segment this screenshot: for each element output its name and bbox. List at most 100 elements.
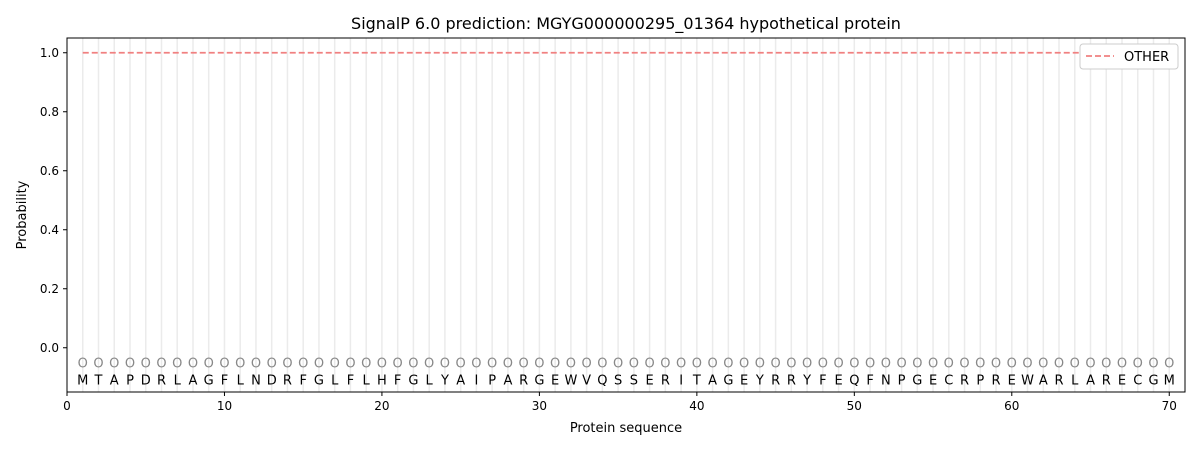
- region-label: O: [78, 357, 88, 372]
- x-tick-label: 30: [532, 399, 547, 413]
- residue-label: C: [944, 373, 953, 388]
- residue-label: E: [1118, 373, 1126, 388]
- region-label: O: [991, 357, 1001, 372]
- residue-label: L: [363, 373, 371, 388]
- region-label: O: [755, 357, 765, 372]
- residue-label: G: [534, 373, 544, 388]
- residue-label: L: [237, 373, 245, 388]
- region-label: O: [330, 357, 340, 372]
- region-label: O: [802, 357, 812, 372]
- region-label: O: [235, 357, 245, 372]
- residue-label: W: [564, 373, 577, 388]
- region-label: O: [770, 357, 780, 372]
- region-label: O: [503, 357, 513, 372]
- residue-label: N: [251, 373, 261, 388]
- residue-label: S: [614, 373, 622, 388]
- region-label: O: [456, 357, 466, 372]
- region-label: O: [204, 357, 214, 372]
- region-label: O: [377, 357, 387, 372]
- y-tick-label: 0.8: [40, 105, 59, 119]
- residue-label: R: [787, 373, 796, 388]
- region-label: O: [408, 357, 418, 372]
- residue-label: L: [331, 373, 339, 388]
- residue-label: F: [221, 373, 228, 388]
- residue-label: P: [976, 373, 984, 388]
- region-label: O: [928, 357, 938, 372]
- residue-label: P: [898, 373, 906, 388]
- region-label: O: [723, 357, 733, 372]
- region-label: O: [881, 357, 891, 372]
- plot-frame: [66, 37, 1186, 393]
- residue-label: A: [503, 373, 512, 388]
- region-label: O: [1007, 357, 1017, 372]
- residue-label: T: [692, 373, 701, 388]
- y-tick-label: 0.6: [40, 164, 59, 178]
- residue-label: F: [347, 373, 354, 388]
- region-label: O: [1133, 357, 1143, 372]
- region-label: O: [219, 357, 229, 372]
- residue-label: I: [679, 373, 683, 388]
- residue-label: N: [881, 373, 891, 388]
- residue-label: E: [929, 373, 937, 388]
- residue-label: G: [912, 373, 922, 388]
- legend-box: [1079, 43, 1179, 70]
- region-label: O: [1054, 357, 1064, 372]
- y-tick-label: 0.2: [40, 282, 59, 296]
- y-tick-label: 1.0: [40, 46, 59, 60]
- residue-label: D: [267, 373, 277, 388]
- region-label: O: [345, 357, 355, 372]
- region-label: O: [865, 357, 875, 372]
- residue-label: G: [1148, 373, 1158, 388]
- residue-label: R: [661, 373, 670, 388]
- region-label: O: [314, 357, 324, 372]
- residue-label: Y: [440, 373, 449, 388]
- residue-label: E: [1008, 373, 1016, 388]
- region-label: O: [613, 357, 623, 372]
- residue-label: L: [1071, 373, 1079, 388]
- residue-label: Q: [849, 373, 859, 388]
- residue-label: A: [708, 373, 717, 388]
- residue-label: R: [960, 373, 969, 388]
- region-label: O: [676, 357, 686, 372]
- region-label: O: [188, 357, 198, 372]
- region-label: O: [707, 357, 717, 372]
- region-label: O: [833, 357, 843, 372]
- region-label: O: [267, 357, 277, 372]
- residue-label: M: [77, 373, 88, 388]
- region-label: O: [739, 357, 749, 372]
- residue-label: S: [630, 373, 638, 388]
- residue-label: R: [283, 373, 292, 388]
- region-label: O: [1022, 357, 1032, 372]
- region-label: O: [519, 357, 529, 372]
- region-label: O: [1148, 357, 1158, 372]
- x-tick-label: 0: [63, 399, 71, 413]
- region-label: O: [959, 357, 969, 372]
- y-tick-label: 0.0: [40, 341, 59, 355]
- region-label: O: [944, 357, 954, 372]
- residue-label: G: [204, 373, 214, 388]
- x-tick-label: 50: [847, 399, 862, 413]
- residue-label: F: [299, 373, 306, 388]
- residue-label: D: [141, 373, 151, 388]
- y-tick-label: 0.4: [40, 223, 59, 237]
- legend-label: OTHER: [1124, 50, 1169, 65]
- region-label: O: [645, 357, 655, 372]
- x-tick-label: 10: [217, 399, 232, 413]
- y-axis-label: Probability: [15, 180, 30, 249]
- residue-label: F: [866, 373, 873, 388]
- region-label: O: [361, 357, 371, 372]
- residue-label: C: [1133, 373, 1142, 388]
- region-label: O: [93, 357, 103, 372]
- region-label: O: [975, 357, 985, 372]
- region-label: O: [1101, 357, 1111, 372]
- region-label: O: [818, 357, 828, 372]
- region-label: O: [786, 357, 796, 372]
- residue-label: Y: [755, 373, 764, 388]
- region-label: O: [1085, 357, 1095, 372]
- region-label: O: [172, 357, 182, 372]
- residue-label: E: [834, 373, 842, 388]
- residue-label: T: [94, 373, 103, 388]
- residue-label: A: [1039, 373, 1048, 388]
- residue-label: R: [771, 373, 780, 388]
- region-label: O: [597, 357, 607, 372]
